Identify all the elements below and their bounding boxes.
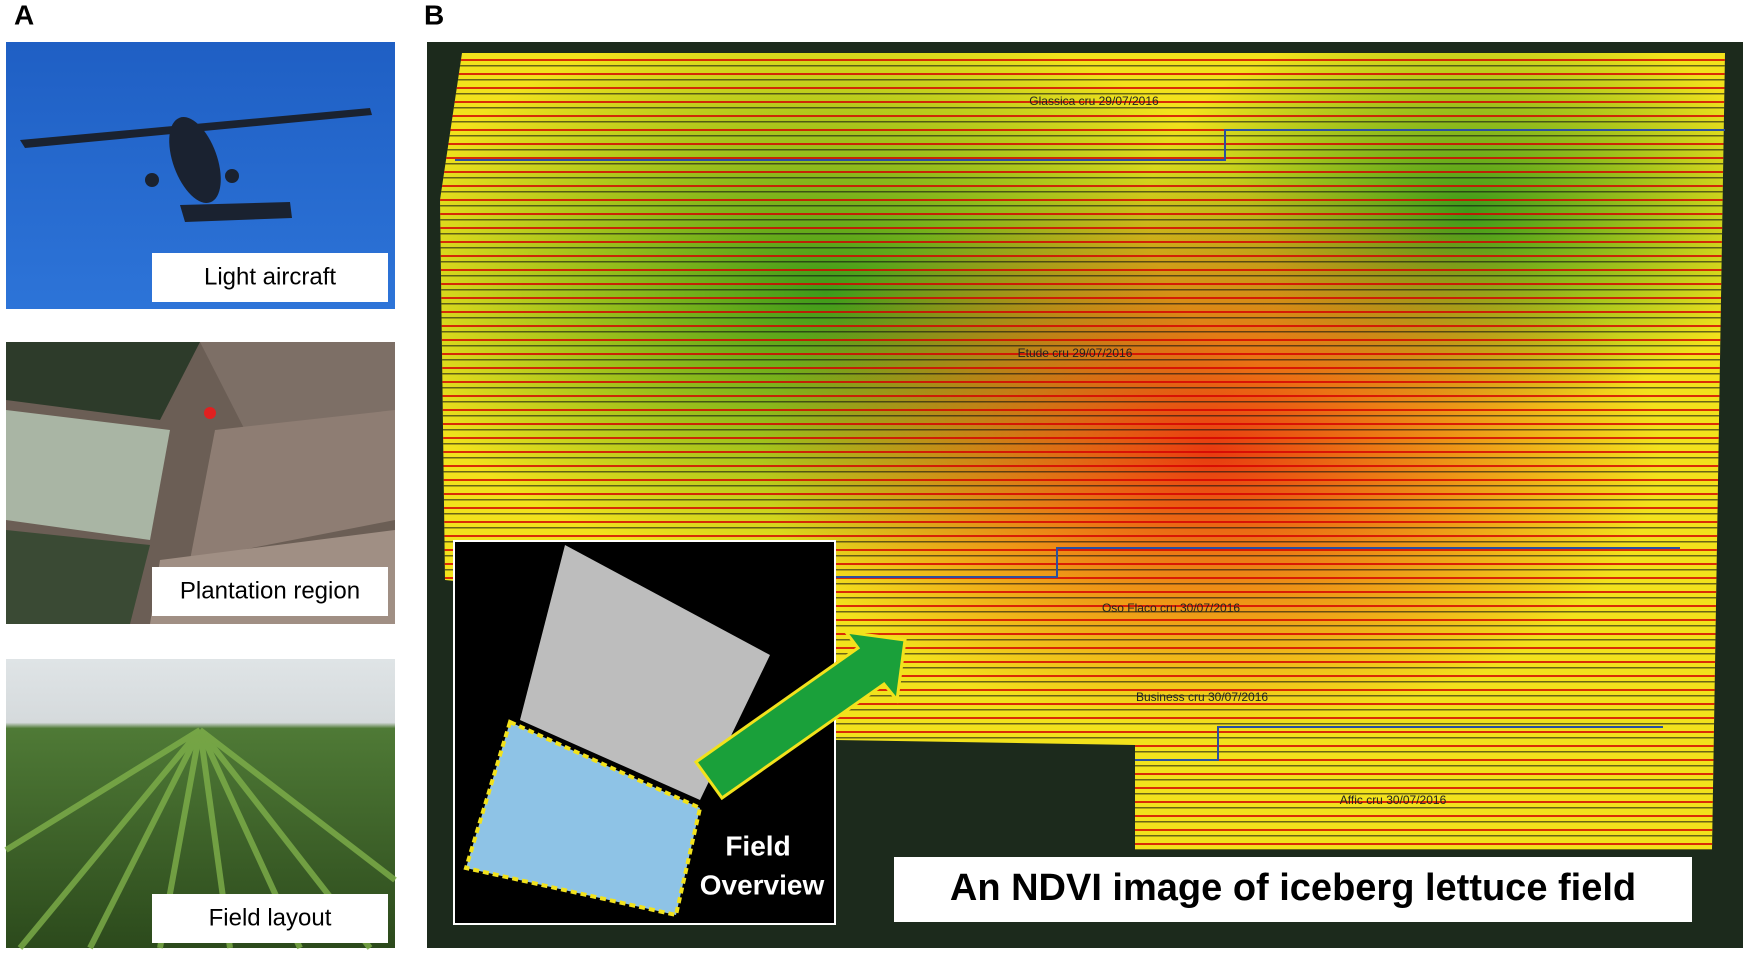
caption: An NDVI image of iceberg lettuce field	[950, 867, 1636, 909]
inset-label: Overview	[700, 869, 825, 900]
panel-label: A	[14, 0, 34, 30]
inset-highlight	[463, 719, 703, 918]
field-label: Affic cru 30/07/2016	[1340, 793, 1447, 807]
panel-label: B	[424, 0, 444, 30]
field-label: Etude cru 29/07/2016	[1018, 346, 1133, 360]
field-label: Glassica cru 29/07/2016	[1029, 94, 1159, 108]
inset-label: Field	[725, 830, 790, 861]
caption-box	[152, 253, 388, 302]
field-label: Business cru 30/07/2016	[1136, 690, 1268, 704]
aircraft-icon	[20, 108, 372, 222]
caption-box	[152, 894, 388, 943]
inset-field	[520, 545, 770, 800]
caption-box	[894, 857, 1692, 922]
field-label: Oso Flaco cru 30/07/2016	[1102, 601, 1240, 615]
caption: Light aircraft	[204, 263, 336, 290]
arrow	[693, 630, 907, 801]
caption-box	[152, 567, 388, 616]
caption: Field layout	[209, 904, 332, 931]
caption: Plantation region	[180, 577, 360, 604]
ndvi-field	[440, 53, 1725, 850]
